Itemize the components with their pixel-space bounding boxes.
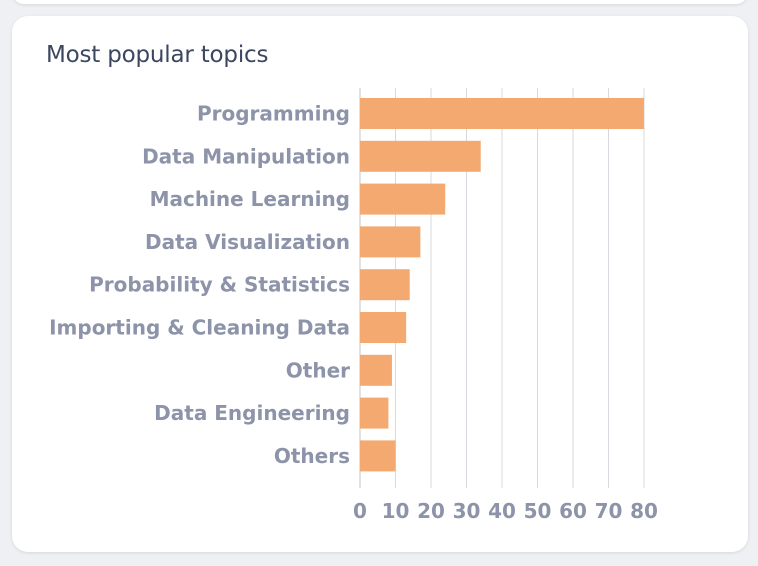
category-label: Data Manipulation [142,144,350,168]
x-tick-label: 60 [559,499,587,523]
category-label: Others [274,444,350,468]
category-label: Machine Learning [150,187,350,211]
category-label: Data Engineering [154,401,350,425]
x-tick-label: 10 [382,499,410,523]
category-label: Data Visualization [145,230,350,254]
category-label: Importing & Cleaning Data [49,316,350,340]
x-tick-label: 50 [524,499,552,523]
x-tick-label: 0 [353,499,367,523]
topics-bar-chart: Programming Data Manipulation Machine Lear… [49,88,658,523]
chart-category-labels: Programming Data Manipulation Machine Lear… [49,102,350,468]
card-title: Most popular topics [46,42,269,68]
chart-x-ticks: 0 10 20 30 40 50 60 70 80 [353,499,658,523]
x-tick-label: 20 [417,499,445,523]
category-label: Probability & Statistics [89,273,350,297]
x-tick-label: 40 [488,499,516,523]
bar-machine-learning [360,183,446,215]
bar-other [360,354,392,386]
bar-data-manipulation [360,140,481,172]
bar-probability-statistics [360,269,410,301]
bar-importing-cleaning-data [360,312,407,343]
topics-card: Most popular topics Programming Data Mani… [12,16,748,552]
bar-data-visualization [360,226,421,258]
chart-bars [360,98,644,472]
category-label: Other [286,358,350,382]
x-tick-label: 30 [453,499,481,523]
bar-others [360,440,396,472]
x-tick-label: 70 [595,499,623,523]
x-tick-label: 80 [630,499,658,523]
previous-card-edge [12,0,748,4]
bar-programming [360,98,644,129]
bar-data-engineering [360,397,389,429]
category-label: Programming [197,102,350,126]
